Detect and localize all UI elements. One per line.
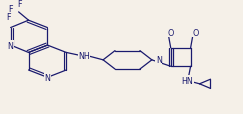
Text: F: F	[9, 5, 13, 14]
Text: O: O	[192, 28, 199, 37]
Text: N: N	[156, 56, 162, 65]
Text: F: F	[6, 13, 11, 22]
Text: O: O	[167, 28, 174, 37]
Text: N: N	[8, 41, 14, 50]
Text: NH: NH	[78, 51, 90, 60]
Text: N: N	[44, 73, 50, 82]
Text: HN: HN	[182, 76, 193, 85]
Text: F: F	[17, 0, 22, 9]
